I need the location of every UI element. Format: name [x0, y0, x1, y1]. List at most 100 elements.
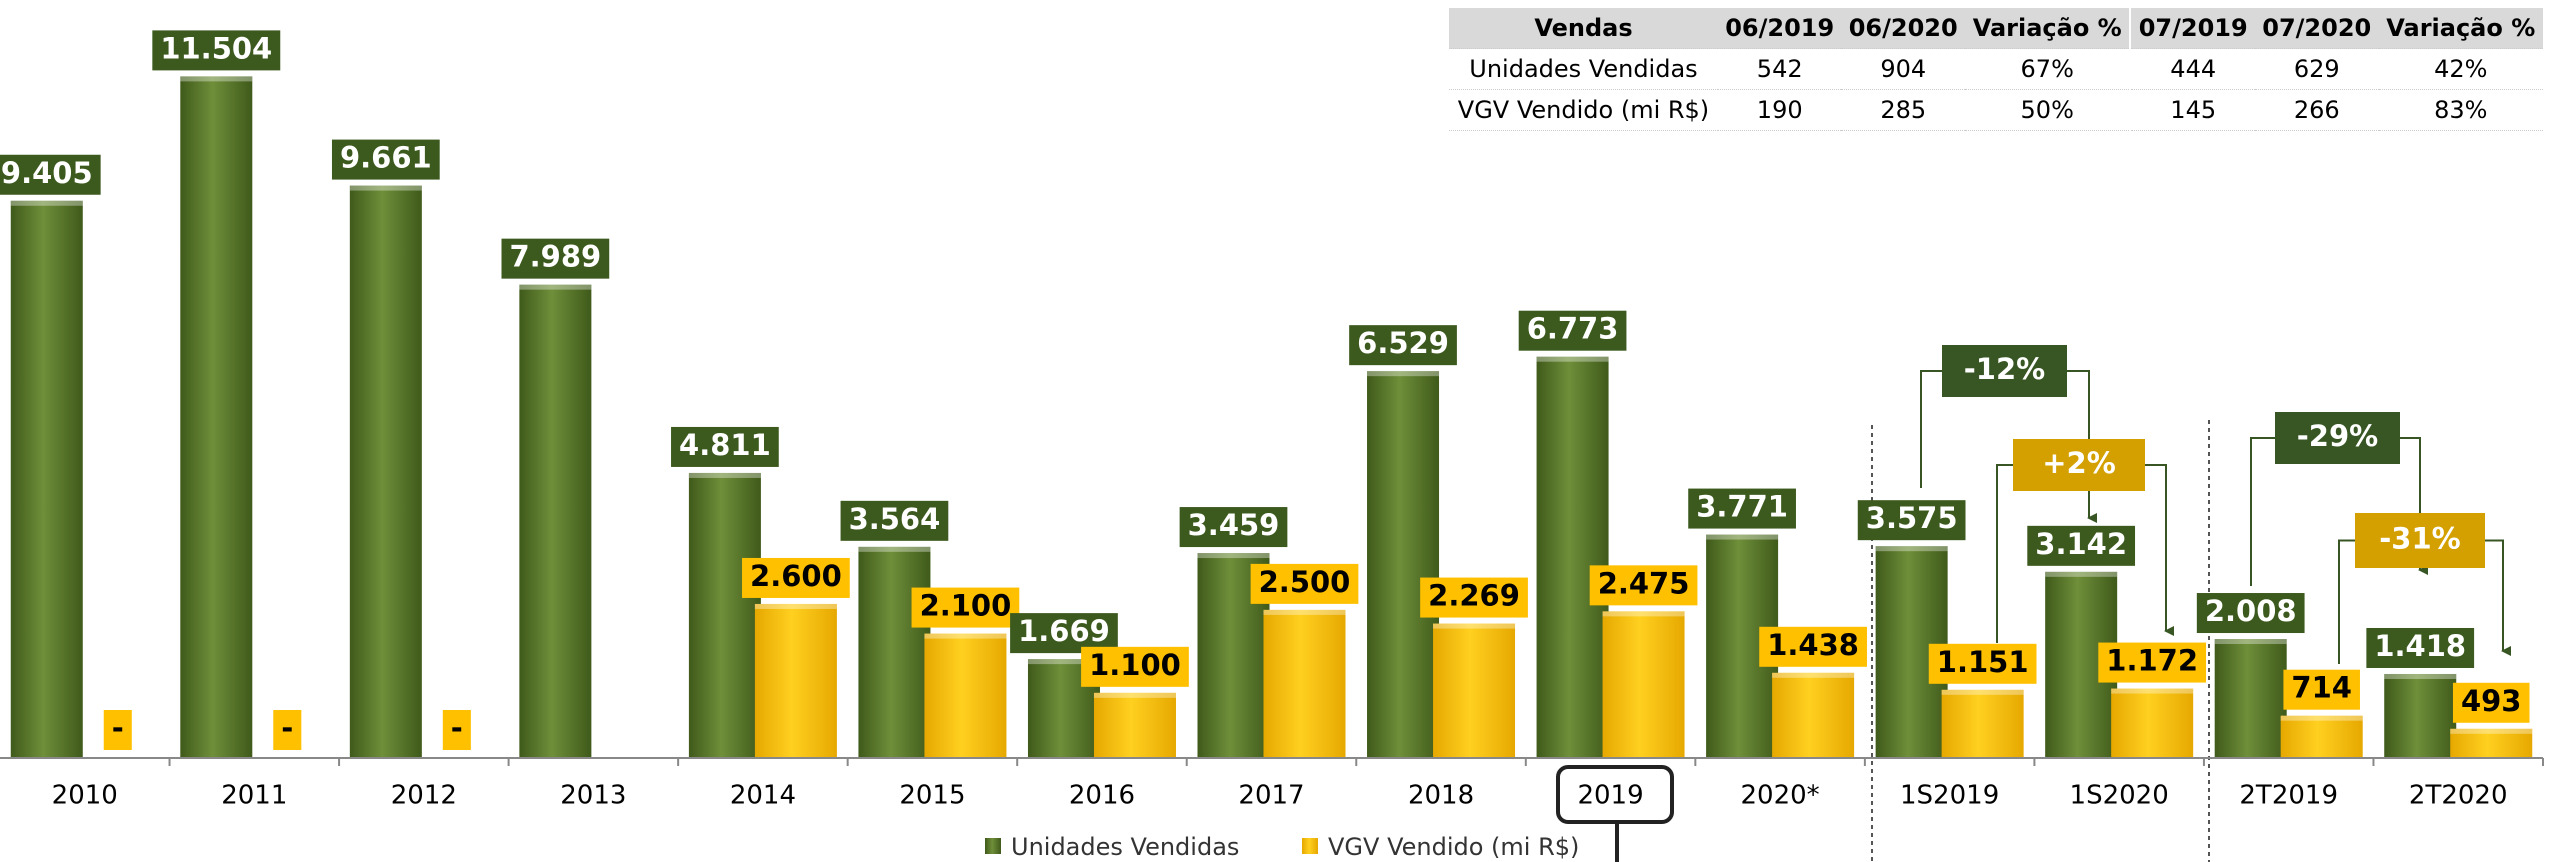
annotation-box [1942, 345, 2067, 397]
x-tick-label: 2020* [1741, 781, 1820, 811]
data-label-box [671, 426, 779, 467]
bar [1536, 356, 1609, 758]
bar-top [1197, 553, 1270, 559]
table-header-cell: 06/2020 [1841, 8, 1965, 49]
annotation: +2% [2042, 446, 2116, 480]
data-label: 3.564 [849, 502, 941, 536]
data-label-box [1349, 325, 1457, 366]
x-tick-label: 2T2020 [2409, 781, 2508, 811]
data-label: 6.529 [1357, 326, 1449, 360]
table-row: Unidades Vendidas 542 904 67% 444 629 42% [1449, 48, 2543, 90]
bar [1367, 371, 1440, 758]
legend-swatch [1302, 838, 1318, 854]
table-header-cell: Vendas [1449, 8, 1718, 49]
annotation: -31% [2379, 522, 2460, 556]
data-label-box [501, 238, 610, 279]
bar [180, 76, 253, 758]
legend-label: Unidades Vendidas [1011, 833, 1239, 861]
data-label: 1.151 [1937, 645, 2029, 679]
bar-top [2280, 715, 2363, 721]
connector [2485, 539, 2511, 656]
annotation-box [2275, 412, 2400, 464]
bar [2450, 728, 2533, 758]
data-label-box [2196, 593, 2305, 634]
table-cell: 904 [1841, 48, 1965, 90]
data-label: 2.475 [1598, 566, 1690, 600]
bar [1263, 609, 1346, 758]
data-label: 9.661 [340, 141, 432, 175]
table-cell: 50% [1964, 89, 2131, 131]
data-label-box [2366, 627, 2475, 668]
bar-top [519, 284, 592, 290]
bar [349, 185, 422, 758]
data-label: 11.504 [160, 31, 272, 65]
data-label: 1.438 [1767, 628, 1859, 662]
table-row: VGV Vendido (mi R$) 190 285 50% 145 266 83% [1449, 89, 2543, 131]
bar-top [1602, 611, 1685, 617]
table-header-cell: Variação % [2378, 8, 2543, 49]
x-tick-label: 2010 [52, 781, 118, 811]
data-label: - [281, 711, 293, 745]
data-label: 4.811 [679, 428, 771, 462]
data-label-box [442, 710, 471, 750]
data-label: 493 [2461, 684, 2522, 718]
connector [2338, 539, 2355, 664]
bar-top [180, 76, 253, 82]
table-cell: 542 [1717, 48, 1842, 90]
bar-top [1875, 546, 1948, 552]
connector [2250, 437, 2275, 586]
data-label: 3.459 [1188, 508, 1280, 542]
data-label: 9.405 [1, 156, 93, 190]
x-tick-label: 2T2019 [2239, 781, 2338, 811]
bar [1433, 623, 1516, 758]
data-label: 2.100 [920, 589, 1012, 623]
data-label-box [1589, 565, 1698, 606]
bar-top [754, 603, 837, 609]
bar [519, 284, 592, 758]
data-label: - [451, 711, 463, 745]
bar-top [349, 185, 422, 191]
bar-top [688, 472, 761, 478]
connector [1920, 370, 1942, 488]
bar-top [2384, 673, 2457, 679]
bar-top [1772, 672, 1855, 678]
sales-table: Vendas 06/2019 06/2020 Variação % 07/2019 07/… [1449, 8, 2543, 131]
table-cell: 266 [2254, 89, 2379, 131]
data-label-box [152, 30, 281, 71]
x-tick-label: 1S2019 [1900, 781, 1999, 811]
annotation: -29% [2297, 419, 2378, 453]
data-label-box [331, 139, 440, 180]
bar [2111, 688, 2194, 758]
bar [2214, 639, 2287, 758]
bar [1093, 692, 1176, 758]
table-cell: Unidades Vendidas [1449, 48, 1718, 90]
x-tick-label: 2015 [899, 781, 965, 811]
data-label-box [1010, 613, 1118, 654]
data-label: 2.008 [2205, 594, 2297, 628]
x-tick-label: 2013 [560, 781, 626, 811]
data-label: 3.142 [2035, 527, 2127, 561]
data-label: 1.669 [1018, 614, 1110, 648]
bar-top [1263, 609, 1346, 615]
x-tick-label: 2017 [1238, 781, 1304, 811]
data-label: 7.989 [509, 240, 601, 274]
bar-top [2450, 728, 2533, 734]
table-header: Vendas 06/2019 06/2020 Variação % 07/2019 07/… [1449, 8, 2543, 49]
table-cell: 285 [1841, 89, 1965, 131]
bar-top [1433, 623, 1516, 629]
table-header-cell: Variação % [1964, 8, 2131, 49]
bar-top [1706, 534, 1779, 540]
data-label-box [1857, 500, 1966, 541]
bar-top [1941, 689, 2024, 695]
data-label: 1.100 [1089, 648, 1181, 682]
data-label-box [2283, 669, 2360, 710]
data-label-box [1179, 507, 1288, 548]
x-tick-label: 2012 [391, 781, 457, 811]
bar [1772, 672, 1855, 758]
table-header-cell: 07/2020 [2254, 8, 2379, 49]
data-label-box [1928, 643, 2037, 684]
table-header-cell: 07/2019 [2129, 8, 2255, 49]
table-header-cell: 06/2019 [1717, 8, 1842, 49]
data-label: - [112, 711, 124, 745]
